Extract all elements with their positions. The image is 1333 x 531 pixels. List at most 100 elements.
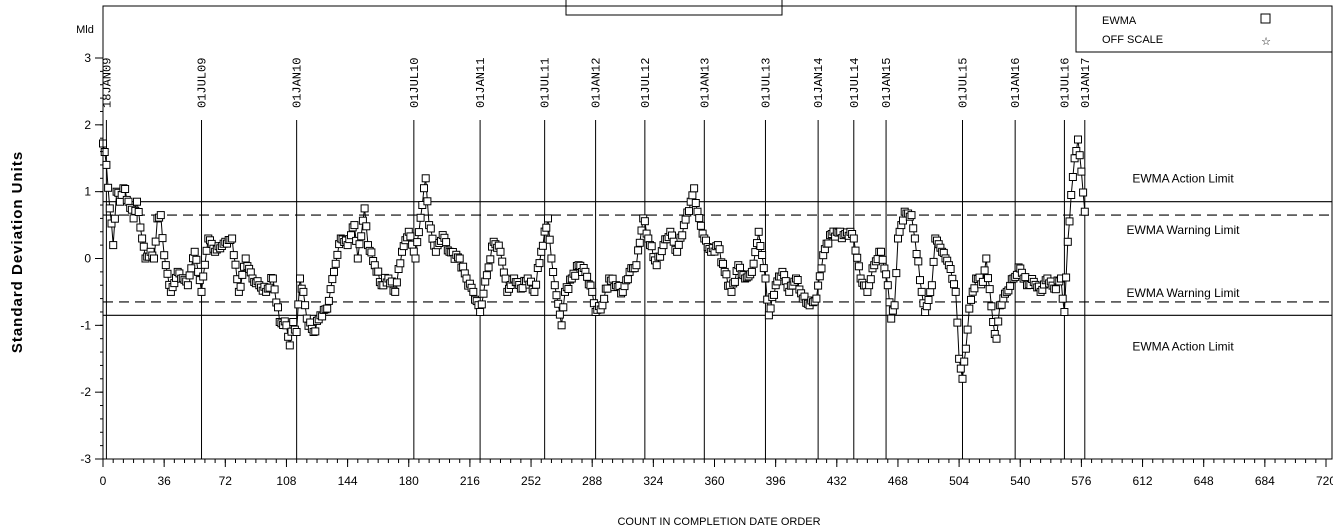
ewma-point <box>817 264 826 273</box>
ewma-point <box>866 275 875 284</box>
x-tick-label: 216 <box>460 474 480 488</box>
ewma-point <box>431 247 440 256</box>
ewma-point <box>761 274 770 283</box>
ewma-point <box>301 301 310 310</box>
ewma-point <box>691 199 700 207</box>
ewma-point <box>956 364 965 373</box>
date-marker-label: 01JUL14 <box>848 58 862 108</box>
ewma-point <box>192 255 201 264</box>
ewma-point <box>552 291 561 300</box>
ewma-point <box>681 215 690 224</box>
date-marker-label: 18JAN09 <box>100 58 114 108</box>
ewma-point <box>883 281 892 290</box>
ewma-point <box>428 234 437 243</box>
ewma-point <box>559 303 568 312</box>
ewma-point <box>588 287 597 296</box>
x-tick-label: 576 <box>1071 474 1091 488</box>
ewma-point <box>909 224 918 233</box>
y-axis-title: Standard Deviation Units <box>9 151 26 353</box>
y-tick-label: 1 <box>84 185 91 199</box>
ewma-point <box>854 262 863 271</box>
ewma-point <box>644 234 653 243</box>
ewma-point <box>426 224 435 233</box>
ewma-point <box>917 287 926 296</box>
legend-label-ewma: EWMA <box>1102 15 1137 27</box>
ewma-point <box>910 234 919 243</box>
ewma-point <box>994 317 1003 326</box>
ewma-point <box>926 288 935 297</box>
ewma-point <box>1068 173 1077 181</box>
x-tick-label: 612 <box>1133 474 1153 488</box>
ewma-point <box>953 318 962 327</box>
legend-label-off-scale: OFF SCALE <box>1102 34 1163 46</box>
ewma-point <box>187 264 196 273</box>
x-tick-label: 72 <box>219 474 233 488</box>
x-tick-label: 684 <box>1255 474 1275 488</box>
ewma-point <box>970 284 979 293</box>
ewma-point <box>496 247 505 256</box>
ewma-point <box>1060 308 1069 316</box>
ewma-point <box>416 213 425 222</box>
ewma-point <box>916 276 924 285</box>
ewma-point <box>685 207 693 216</box>
date-marker-label: 01JUL09 <box>196 58 210 108</box>
ewma-point <box>289 318 298 326</box>
ewma-point <box>984 274 992 283</box>
x-tick-label: 504 <box>949 474 969 488</box>
ewma-point <box>139 242 148 251</box>
ewma-point <box>849 234 858 243</box>
ewma-point <box>355 240 364 249</box>
ewma-series <box>99 135 1089 383</box>
ewma-point <box>764 311 773 320</box>
ewma-point <box>914 257 923 266</box>
ewma-point <box>1077 167 1086 176</box>
ewma-point <box>747 267 756 276</box>
ewma-point <box>150 254 158 263</box>
ewma-point <box>967 295 975 304</box>
ewma-point <box>895 227 904 236</box>
ewma-point <box>1058 294 1067 303</box>
ewma-point <box>674 240 683 249</box>
ewma-point <box>600 294 609 303</box>
ewma-point <box>406 232 415 241</box>
ewma-point <box>951 287 960 296</box>
x-tick-label: 0 <box>100 474 107 488</box>
ewma-point <box>980 266 989 275</box>
ewma-point <box>963 325 972 334</box>
ewma-point <box>136 223 145 232</box>
ewma-point <box>326 285 335 294</box>
ewma-point <box>296 274 304 283</box>
ewma-point <box>420 184 428 193</box>
ewma-point <box>233 275 242 284</box>
ewma-point <box>328 275 337 284</box>
ewma-point <box>749 259 758 268</box>
ewma-point <box>353 254 362 263</box>
x-tick-label: 468 <box>888 474 908 488</box>
ewma-point <box>673 247 682 256</box>
ewma-point <box>318 312 327 321</box>
ewma-point <box>1062 273 1071 282</box>
ewma-point <box>912 250 921 258</box>
ewma-point <box>231 260 240 269</box>
date-marker-label: 01JUL16 <box>1058 58 1072 108</box>
ewma-point <box>545 235 554 244</box>
ewma-point <box>982 254 991 263</box>
date-marker-label: 01JAN17 <box>1079 58 1093 108</box>
ewma-point <box>459 262 468 271</box>
ewma-point <box>270 285 279 294</box>
ewma-point <box>498 257 507 266</box>
ewma-point <box>323 304 332 313</box>
ewma-point <box>294 300 303 309</box>
ewma-point <box>924 296 933 304</box>
y-tick-label: -2 <box>80 385 91 399</box>
ewma-point <box>110 214 119 223</box>
ewma-point <box>547 254 556 263</box>
limit-label: EWMA Warning Limit <box>1127 286 1241 300</box>
ewma-point <box>414 228 423 237</box>
ewma-point <box>1021 273 1030 282</box>
ewma-point <box>1051 285 1060 294</box>
ewma-point <box>851 246 860 255</box>
ewma-point <box>987 302 996 311</box>
ewma-point <box>950 280 958 289</box>
ewma-point <box>292 328 301 336</box>
